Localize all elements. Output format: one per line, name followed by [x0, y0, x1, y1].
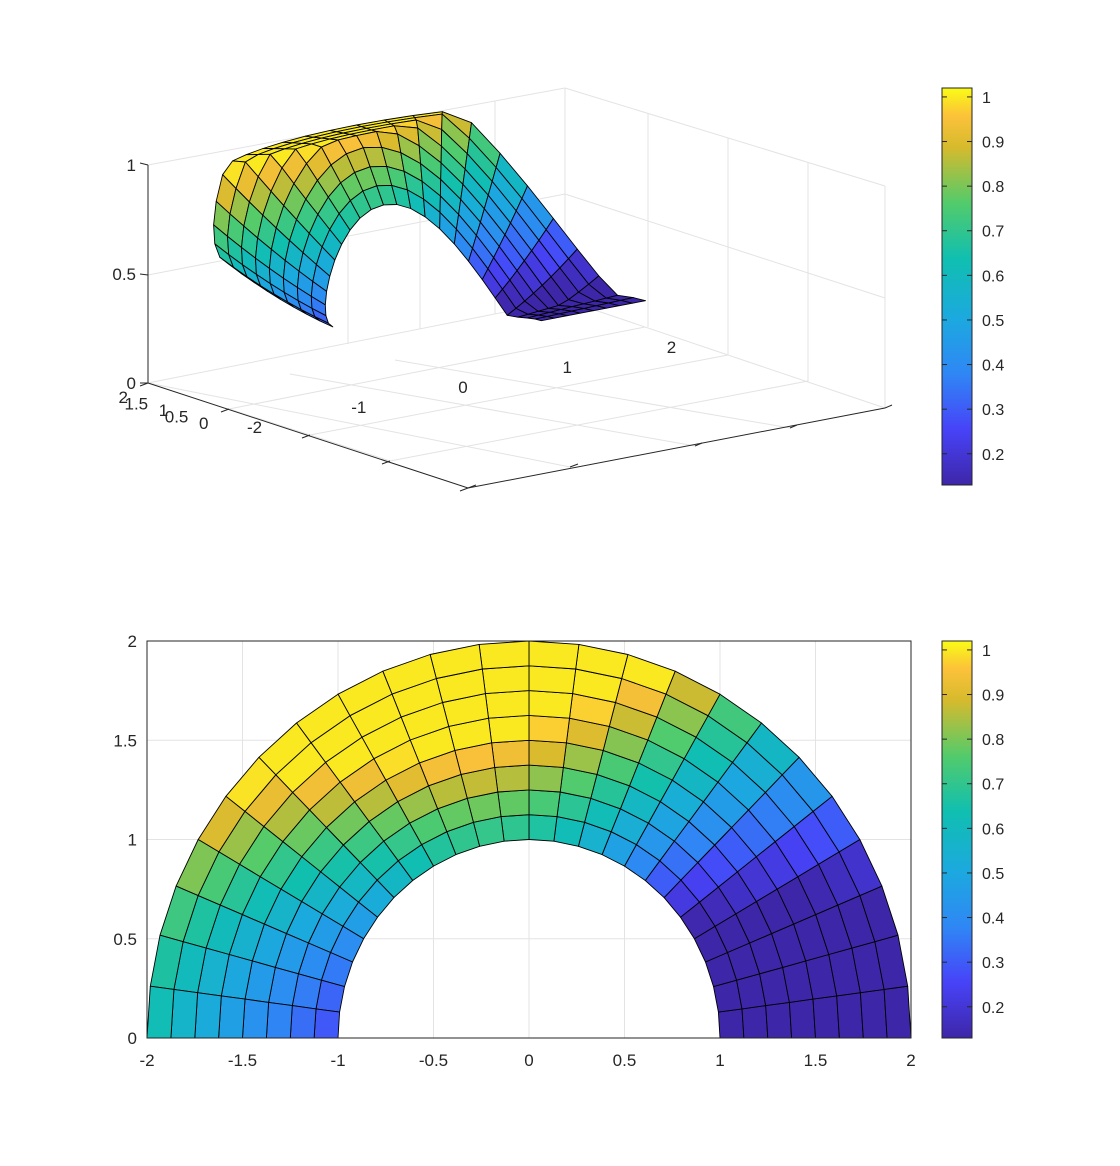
colorbar-tick-label: 0.9	[982, 688, 1004, 705]
surface-cell-2d	[500, 814, 530, 842]
surface-2d-mesh	[146, 640, 912, 1039]
x-tick-label-3d: 2	[667, 338, 676, 357]
y-tick-label-2d: 0	[128, 1029, 137, 1048]
x-tick-label-3d: 1	[563, 358, 572, 377]
colorbar-tick-label: 0.5	[982, 313, 1004, 330]
colorbar-tick-label: 0.4	[982, 911, 1004, 928]
y-tick-label-3d: 1.5	[124, 395, 148, 414]
surface-cell-2d	[741, 1005, 769, 1039]
colorbar-top: 0.2 0.3 0.4 0.5 0.6 0.7 0.8 0.9 1	[941, 87, 1004, 486]
colorbar-tick-label: 0.4	[982, 358, 1004, 375]
colorbar-tick-label: 1	[982, 643, 991, 660]
x-tick-label-3d: 0	[458, 378, 467, 397]
surface-cell-2d	[481, 665, 530, 695]
x-tick-label-2d: 1	[715, 1051, 724, 1070]
surface-cell-2d	[497, 789, 530, 818]
surface-cell-3d	[314, 316, 334, 328]
surface-cell-2d	[528, 690, 574, 719]
colorbar-tick-label: 0.7	[982, 777, 1004, 794]
y-tick-label-2d: 0.5	[113, 930, 137, 949]
x-tick-label-3d: -2	[247, 418, 262, 437]
x-tick-label-2d: -2	[139, 1051, 154, 1070]
x-tick-label-2d: -0.5	[419, 1051, 448, 1070]
colorbar-bottom-bar	[941, 640, 973, 1039]
colorbar-tick-label: 1	[982, 90, 991, 107]
surface-cell-2d	[491, 739, 530, 768]
x-tick-label-2d: 0	[524, 1051, 533, 1070]
surface-cell-2d	[146, 985, 175, 1039]
y-tick-label-3d: 1	[159, 401, 168, 420]
colorbar-top-ticks: 0.2 0.3 0.4 0.5 0.6 0.7 0.8 0.9 1	[942, 90, 1004, 464]
surface-cell-2d	[528, 764, 564, 793]
x-tick-label-2d: 0.5	[613, 1051, 637, 1070]
surface-cell-2d	[313, 1008, 341, 1039]
surface-cell-2d	[494, 764, 530, 793]
z-tick-label-3d: 1	[127, 156, 136, 175]
colorbar-bottom: 0.2 0.3 0.4 0.5 0.6 0.7 0.8 0.9 1	[941, 640, 1004, 1039]
axes-box-2d	[146, 640, 912, 1039]
colorbar-tick-label: 0.2	[982, 1000, 1004, 1017]
surface-cell-2d	[478, 640, 530, 670]
surface-3d-mesh	[213, 111, 646, 328]
colorbar-tick-label: 0.2	[982, 447, 1004, 464]
surface-cell-2d	[265, 1001, 293, 1039]
surface-cell-2d	[170, 988, 199, 1039]
surface-cell-2d	[528, 714, 570, 744]
x-tick-label-2d: -1.5	[228, 1051, 257, 1070]
top-view-plot: -2 -1.5 -1 -0.5 0 0.5 1 1.5 2 0 0.5 1 1.5 2	[113, 632, 915, 1070]
y-tick-label-2d: 1	[128, 831, 137, 850]
floor-grid	[147, 326, 809, 468]
surface-cell-2d	[717, 1008, 745, 1039]
colorbar-tick-label: 0.8	[982, 732, 1004, 749]
x-tick-label-2d: 1.5	[804, 1051, 828, 1070]
colorbar-tick-label: 0.9	[982, 135, 1004, 152]
surface-cell-2d	[528, 665, 577, 695]
colorbar-tick-label: 0.3	[982, 955, 1004, 972]
surface-cell-2d	[788, 998, 816, 1039]
surface-cell-2d	[528, 640, 580, 670]
x-tick-label-2d: -1	[330, 1051, 345, 1070]
surface-cell-2d	[484, 690, 530, 719]
z-tick-label-3d: 0	[127, 374, 136, 393]
surface-cell-2d	[528, 739, 567, 768]
x-tick-label-2d: 2	[906, 1051, 915, 1070]
surface-cell-2d	[289, 1005, 317, 1039]
surface-cell-2d	[765, 1001, 793, 1039]
colorbar-tick-label: 0.8	[982, 179, 1004, 196]
colorbar-tick-label: 0.6	[982, 821, 1004, 838]
x-tick-label-3d: -1	[351, 398, 366, 417]
surface-cell-3d	[620, 297, 646, 304]
surface-cell-2d	[194, 992, 222, 1039]
colorbar-tick-label: 0.5	[982, 866, 1004, 883]
tick-labels-2d: -2 -1.5 -1 -0.5 0 0.5 1 1.5 2 0 0.5 1 1.5 2	[113, 632, 915, 1070]
y-tick-label-3d: 0.5	[165, 408, 189, 427]
surface-cell-2d	[218, 995, 246, 1039]
surface-cell-2d	[836, 992, 864, 1039]
colorbar-tick-label: 0.3	[982, 402, 1004, 419]
y-tick-label-3d: 2	[119, 388, 128, 407]
surface-cell-2d	[812, 995, 840, 1039]
colorbar-bottom-ticks: 0.2 0.3 0.4 0.5 0.6 0.7 0.8 0.9 1	[942, 643, 1004, 1017]
surface-cell-2d	[883, 985, 912, 1039]
surface-cell-2d	[528, 814, 558, 842]
surface-cell-2d	[242, 998, 270, 1039]
surface-cell-2d	[488, 714, 530, 744]
surface-cell-2d	[859, 988, 888, 1039]
colorbar-tick-label: 0.7	[982, 224, 1004, 241]
y-tick-label-2d: 1.5	[113, 731, 137, 750]
y-tick-label-3d: 0	[199, 414, 208, 433]
colorbar-tick-label: 0.6	[982, 268, 1004, 285]
axes-3d	[139, 162, 893, 492]
y-tick-label-2d: 2	[128, 632, 137, 651]
surface-cell-2d	[528, 789, 561, 818]
z-tick-label-3d: 0.5	[112, 265, 136, 284]
colorbar-top-bar	[941, 87, 973, 486]
